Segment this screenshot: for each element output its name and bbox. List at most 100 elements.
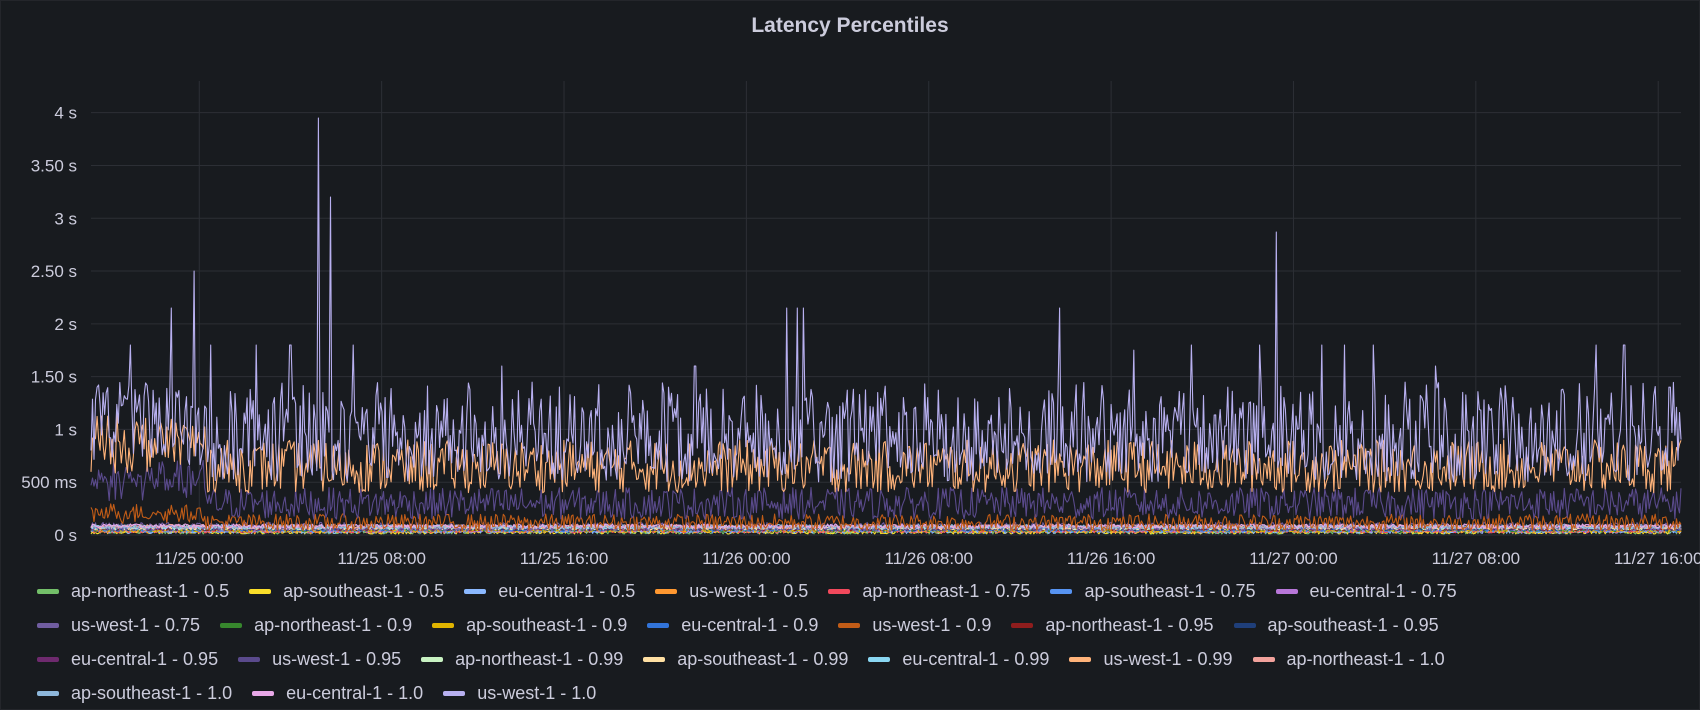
legend-swatch	[37, 656, 59, 662]
legend-swatch	[238, 656, 261, 662]
legend-label: ap-southeast-1 - 0.95	[1267, 614, 1439, 635]
series-line	[90, 117, 1682, 483]
legend-item[interactable]: ap-southeast-1 - 0.75	[1050, 580, 1256, 602]
x-tick-label: 11/26 00:00	[702, 549, 791, 568]
legend-item[interactable]: us-west-1 - 0.9	[838, 615, 991, 636]
panel-title: Latency Percentiles	[751, 14, 949, 37]
legend-label: us-west-1 - 0.5	[689, 580, 809, 601]
legend-swatch	[432, 622, 455, 628]
y-tick-label: 2.50 s	[31, 262, 77, 281]
legend-swatch	[1233, 622, 1256, 628]
legend-item[interactable]: ap-northeast-1 - 1.0	[1252, 648, 1445, 670]
x-tick-label: 11/25 16:00	[520, 549, 609, 568]
legend-label: us-west-1 - 0.99	[1103, 648, 1233, 669]
legend: ap-northeast-1 - 0.5 ap-southeast-1 - 0.5…	[37, 574, 1677, 710]
x-tick-label: 11/27 00:00	[1249, 549, 1338, 568]
legend-swatch	[37, 622, 59, 628]
x-tick-label: 11/26 08:00	[884, 549, 973, 568]
legend-label: eu-central-1 - 0.75	[1309, 580, 1457, 601]
legend-item[interactable]: us-west-1 - 0.5	[655, 581, 808, 602]
legend-swatch	[828, 588, 851, 594]
series-line	[90, 523, 1682, 529]
legend-label: eu-central-1 - 0.5	[498, 580, 636, 601]
legend-item[interactable]: ap-northeast-1 - 0.99	[421, 649, 623, 670]
legend-item[interactable]: ap-southeast-1 - 1.0	[37, 683, 232, 704]
legend-swatch	[252, 690, 275, 696]
legend-item[interactable]: eu-central-1 - 0.75	[1275, 580, 1457, 602]
legend-swatch	[868, 656, 891, 662]
legend-item[interactable]: eu-central-1 - 1.0	[252, 683, 423, 704]
y-tick-label: 4 s	[54, 104, 77, 123]
legend-swatch	[464, 588, 487, 594]
y-tick-label: 500 ms	[21, 473, 77, 492]
y-tick-label: 1 s	[54, 420, 77, 439]
legend-swatch	[220, 622, 243, 628]
legend-item[interactable]: eu-central-1 - 0.5	[464, 581, 635, 602]
legend-item[interactable]: us-west-1 - 1.0	[443, 683, 596, 704]
x-tick-label: 11/25 00:00	[155, 549, 244, 568]
legend-item[interactable]: ap-southeast-1 - 0.95	[1233, 614, 1439, 636]
legend-item[interactable]: ap-southeast-1 - 0.99	[643, 649, 848, 670]
legend-swatch	[643, 656, 666, 662]
legend-label: ap-southeast-1 - 0.99	[677, 648, 849, 669]
legend-label: ap-southeast-1 - 1.0	[71, 682, 233, 703]
series-lines	[90, 117, 1682, 535]
y-tick-label: 0 s	[54, 526, 77, 545]
legend-item[interactable]: us-west-1 - 0.75	[37, 615, 200, 636]
legend-swatch	[421, 656, 444, 662]
legend-label: ap-northeast-1 - 0.5	[71, 580, 230, 601]
legend-item[interactable]: eu-central-1 - 0.99	[868, 649, 1049, 670]
legend-row: ap-southeast-1 - 1.0 eu-central-1 - 1.0 us…	[37, 676, 1677, 710]
legend-item[interactable]: us-west-1 - 0.99	[1069, 648, 1233, 670]
legend-swatch	[1275, 588, 1298, 594]
legend-item[interactable]: ap-southeast-1 - 0.9	[432, 615, 627, 636]
legend-label: eu-central-1 - 0.99	[902, 648, 1050, 669]
legend-swatch	[838, 622, 861, 628]
legend-label: eu-central-1 - 0.9	[681, 614, 819, 635]
legend-item[interactable]: eu-central-1 - 0.9	[647, 615, 818, 636]
series-line	[90, 456, 1682, 520]
y-tick-label: 3.50 s	[31, 156, 77, 175]
legend-label: ap-southeast-1 - 0.5	[283, 580, 445, 601]
legend-swatch	[249, 588, 272, 594]
y-tick-label: 3 s	[54, 209, 77, 228]
legend-label: ap-northeast-1 - 0.9	[254, 614, 413, 635]
legend-swatch	[1050, 588, 1073, 594]
legend-label: ap-southeast-1 - 0.9	[466, 614, 628, 635]
series-line	[90, 503, 1682, 532]
x-tick-label: 11/27 08:00	[1432, 549, 1521, 568]
y-tick-label: 1.50 s	[31, 368, 77, 387]
legend-row: eu-central-1 - 0.95 us-west-1 - 0.95 ap-no…	[37, 642, 1677, 676]
y-tick-label: 2 s	[54, 315, 77, 334]
legend-label: ap-southeast-1 - 0.75	[1084, 580, 1256, 601]
legend-label: eu-central-1 - 1.0	[286, 682, 424, 703]
legend-item[interactable]: ap-northeast-1 - 0.5	[37, 581, 229, 602]
legend-label: ap-northeast-1 - 0.99	[455, 648, 624, 669]
x-tick-label: 11/26 16:00	[1067, 549, 1156, 568]
legend-swatch	[647, 622, 670, 628]
legend-item[interactable]: ap-northeast-1 - 0.75	[828, 581, 1030, 602]
legend-item[interactable]: ap-northeast-1 - 0.9	[220, 615, 412, 636]
legend-item[interactable]: ap-southeast-1 - 0.5	[249, 581, 444, 602]
legend-item[interactable]: eu-central-1 - 0.95	[37, 649, 218, 670]
legend-label: us-west-1 - 0.95	[272, 648, 402, 669]
legend-swatch	[655, 588, 678, 594]
series-line	[90, 410, 1682, 494]
legend-label: us-west-1 - 0.75	[71, 614, 201, 635]
legend-label: ap-northeast-1 - 0.75	[862, 580, 1031, 601]
legend-item[interactable]: ap-northeast-1 - 0.95	[1011, 614, 1214, 636]
legend-row: us-west-1 - 0.75 ap-northeast-1 - 0.9 ap-s…	[37, 608, 1677, 642]
legend-swatch	[443, 690, 466, 696]
legend-label: eu-central-1 - 0.95	[71, 648, 219, 669]
legend-label: ap-northeast-1 - 0.95	[1045, 614, 1214, 635]
legend-swatch	[37, 690, 59, 696]
legend-swatch	[37, 588, 59, 594]
legend-item[interactable]: us-west-1 - 0.95	[238, 649, 401, 670]
latency-chart[interactable]: 0 s 500 ms 1 s 1.50 s 2 s 2.50 s 3 s 3.50 s 4 s 1…	[1, 1, 1700, 571]
legend-label: us-west-1 - 0.9	[872, 614, 992, 635]
legend-label: ap-northeast-1 - 1.0	[1286, 648, 1445, 669]
legend-swatch	[1252, 656, 1275, 662]
legend-swatch	[1011, 622, 1034, 628]
legend-row: ap-northeast-1 - 0.5 ap-southeast-1 - 0.5…	[37, 574, 1677, 608]
